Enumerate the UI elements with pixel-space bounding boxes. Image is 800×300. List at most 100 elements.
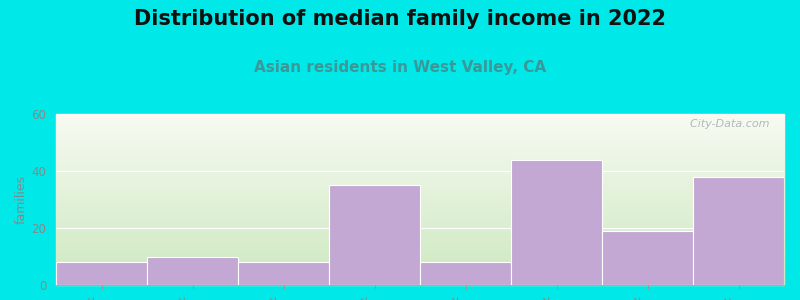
Bar [56,227,784,228]
Bar [56,178,784,179]
Bar [56,126,784,127]
Bar [56,277,784,278]
Bar [56,278,784,279]
Bar [56,270,784,271]
Bar [56,143,784,144]
Bar [56,172,784,173]
Bar [56,250,784,251]
Bar [56,209,784,210]
Text: Asian residents in West Valley, CA: Asian residents in West Valley, CA [254,60,546,75]
Bar [56,230,784,231]
Bar [56,239,784,240]
Bar [56,201,784,202]
Bar [56,181,784,182]
Bar [56,174,784,175]
Bar [56,280,784,281]
Bar [147,256,238,285]
Bar [56,246,784,247]
Bar [56,219,784,220]
Bar [56,268,784,269]
Bar [56,236,784,237]
Bar [56,256,784,257]
Bar [56,283,784,284]
Bar [56,131,784,132]
Bar [56,244,784,245]
Bar [56,281,784,282]
Bar [56,185,784,186]
Bar [56,123,784,124]
Bar [56,180,784,181]
Bar [56,203,784,204]
Bar [56,137,784,138]
Bar [56,138,784,139]
Bar [693,177,784,285]
Bar [56,150,784,151]
Bar [56,202,784,203]
Bar [56,188,784,189]
Bar [56,271,784,272]
Bar [56,204,784,205]
Bar [56,196,784,197]
Bar [56,136,784,137]
Bar [56,232,784,233]
Bar [56,146,784,147]
Bar [602,231,693,285]
Bar [56,214,784,215]
Bar [56,155,784,156]
Bar [56,139,784,140]
Bar [56,190,784,191]
Bar [56,151,784,152]
Bar [56,122,784,123]
Bar [56,260,784,261]
Bar [56,272,784,273]
Bar [56,282,784,283]
Bar [56,168,784,169]
Bar [56,148,784,149]
Bar [56,160,784,161]
Bar [56,212,784,213]
Bar [56,258,784,259]
Bar [56,116,784,117]
Bar [56,193,784,194]
Bar [56,198,784,199]
Bar [56,127,784,128]
Bar [56,144,784,145]
Bar [56,267,784,268]
Bar [56,222,784,223]
Bar [56,217,784,218]
Bar [56,242,784,243]
Bar [56,114,784,115]
Bar [56,240,784,241]
Bar [56,156,784,157]
Bar [56,237,784,238]
Bar [56,186,784,187]
Bar [56,208,784,209]
Bar [56,253,784,254]
Bar [56,199,784,200]
Bar [56,262,147,285]
Text: Distribution of median family income in 2022: Distribution of median family income in … [134,9,666,29]
Bar [56,233,784,234]
Bar [56,159,784,160]
Bar [56,279,784,280]
Bar [56,255,784,256]
Bar [56,162,784,163]
Bar [56,284,784,285]
Bar [511,160,602,285]
Bar [56,132,784,133]
Bar [56,218,784,219]
Bar [56,234,784,235]
Bar [56,221,784,222]
Bar [56,215,784,216]
Bar [56,173,784,174]
Bar [56,170,784,171]
Bar [56,179,784,180]
Bar [56,177,784,178]
Bar [56,129,784,130]
Bar [56,119,784,120]
Bar [56,153,784,154]
Bar [56,121,784,122]
Bar [56,248,784,249]
Bar [56,207,784,208]
Bar [56,266,784,267]
